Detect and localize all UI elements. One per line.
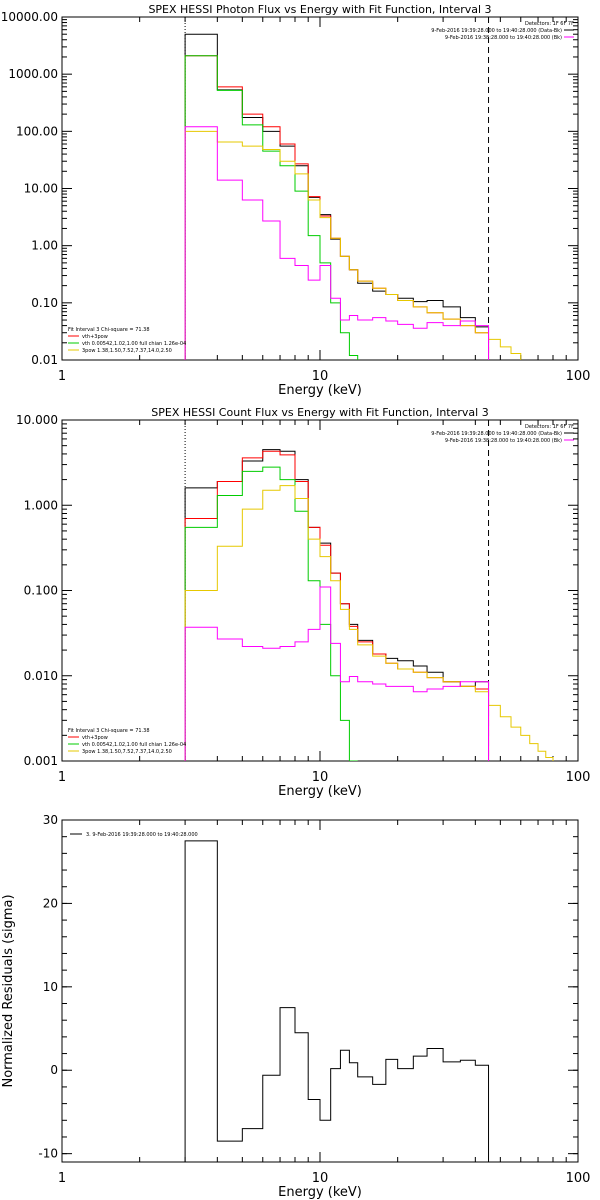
legend-entry: vth+3pow bbox=[82, 334, 108, 340]
legend-entry: 3pow 1.38,1.50,7.52,7.37,14.0,2.50 bbox=[82, 749, 172, 755]
x-axis-label: Energy (keV) bbox=[278, 784, 362, 799]
series-line-0 bbox=[184, 840, 490, 1162]
y-tick-label: 10000.00 bbox=[1, 10, 58, 24]
x-tick-label: 100 bbox=[566, 369, 591, 384]
x-axis-label: Energy (keV) bbox=[278, 1185, 362, 1200]
x-tick-label: 10 bbox=[312, 1171, 329, 1186]
y-minor-ticks bbox=[62, 423, 578, 736]
legend-entry: Fit Interval 3 Chi-square = 71.38 bbox=[68, 327, 150, 333]
x-tick-label: 1 bbox=[58, 369, 66, 384]
x-tick-label: 1 bbox=[58, 1171, 66, 1186]
y-tick-label: 30 bbox=[43, 813, 58, 827]
x-minor-ticks bbox=[139, 820, 567, 1162]
x-minor-ticks bbox=[139, 420, 567, 761]
x-tick-label: 100 bbox=[566, 1171, 591, 1186]
series-line-3 bbox=[184, 485, 554, 761]
legend-entry: 9-Feb-2016 19:39:28.000 to 19:40:28.000 … bbox=[431, 431, 562, 437]
y-tick-label: 0 bbox=[50, 1063, 58, 1077]
legend-entry: vth 0.00542,1.02,1.00 full chian 1.26e-0… bbox=[82, 742, 186, 748]
x-tick-label: 10 bbox=[312, 770, 329, 785]
y-tick-label: 10 bbox=[43, 980, 58, 994]
x-tick-label: 10 bbox=[312, 369, 329, 384]
y-tick-label: 100.00 bbox=[16, 124, 58, 138]
y-tick-label: 0.10 bbox=[31, 296, 58, 310]
legend-entry: 9-Feb-2016 19:39:28.000 to 19:40:28.000 … bbox=[431, 28, 562, 34]
residuals-panel: 1 10 100 Energy (keV) -10 0 10 20 30 Normalized R… bbox=[1, 813, 590, 1200]
x-tick-label: 100 bbox=[566, 770, 591, 785]
photon-flux-panel: SPEX HESSI Photon Flux vs Energy with Fi… bbox=[1, 3, 591, 398]
y-tick-label: 0.01 bbox=[31, 353, 58, 367]
series-line-2 bbox=[184, 55, 359, 360]
chart-title: SPEX HESSI Count Flux vs Energy with Fit… bbox=[151, 406, 488, 419]
series-line-0 bbox=[184, 33, 490, 360]
x-minor-ticks bbox=[139, 17, 567, 360]
series-line-1 bbox=[184, 450, 490, 761]
series-line-2 bbox=[184, 466, 358, 761]
legend-entry: Detectors: 1F 6F 7F bbox=[525, 21, 574, 27]
series-line-0 bbox=[184, 449, 490, 761]
y-tick-label: 0.100 bbox=[24, 584, 58, 598]
legend-entry: 9-Feb-2016 19:38:28.000 to 19:40:28.000 … bbox=[445, 35, 562, 41]
legend-entry: vth+3pow bbox=[82, 735, 108, 741]
legend-entry: Fit Interval 3 Chi-square = 71.38 bbox=[68, 728, 150, 734]
series-line-4 bbox=[184, 586, 490, 761]
legend-entry: 3pow 1.38,1.50,7.52,7.37,14.0,2.50 bbox=[82, 348, 172, 354]
x-tick-label: 1 bbox=[58, 770, 66, 785]
legend-entry: 3. 9-Feb-2016 19:39:28.000 to 19:40:28.0… bbox=[86, 832, 198, 838]
count-flux-panel: SPEX HESSI Count Flux vs Energy with Fit… bbox=[16, 406, 590, 799]
y-tick-label: 10.000 bbox=[16, 413, 58, 427]
series-line-4 bbox=[184, 126, 490, 360]
plot-frame bbox=[61, 16, 579, 361]
legend-entry: 9-Feb-2016 19:38:28.000 to 19:40:28.000 … bbox=[445, 438, 562, 444]
y-tick-label: 10.00 bbox=[24, 182, 58, 196]
y-minor-ticks bbox=[62, 19, 578, 344]
series-line-3 bbox=[184, 130, 522, 360]
y-tick-label: 20 bbox=[43, 896, 58, 910]
x-axis-label: Energy (keV) bbox=[278, 383, 362, 398]
y-tick-label: -10 bbox=[38, 1147, 58, 1161]
y-axis-label: Normalized Residuals (sigma) bbox=[1, 894, 16, 1087]
legend-entry: vth 0.00542,1.02,1.00 full chian 1.26e-0… bbox=[82, 341, 186, 347]
y-tick-label: 0.010 bbox=[24, 669, 58, 683]
y-tick-label: 1.000 bbox=[24, 498, 58, 512]
y-tick-label: 1000.00 bbox=[8, 67, 58, 81]
y-tick-label: 1.00 bbox=[31, 239, 58, 253]
legend-entry: Detectors: 1F 6F 7F bbox=[525, 424, 574, 430]
chart-title: SPEX HESSI Photon Flux vs Energy with Fi… bbox=[148, 3, 491, 16]
y-tick-label: 0.001 bbox=[24, 754, 58, 768]
